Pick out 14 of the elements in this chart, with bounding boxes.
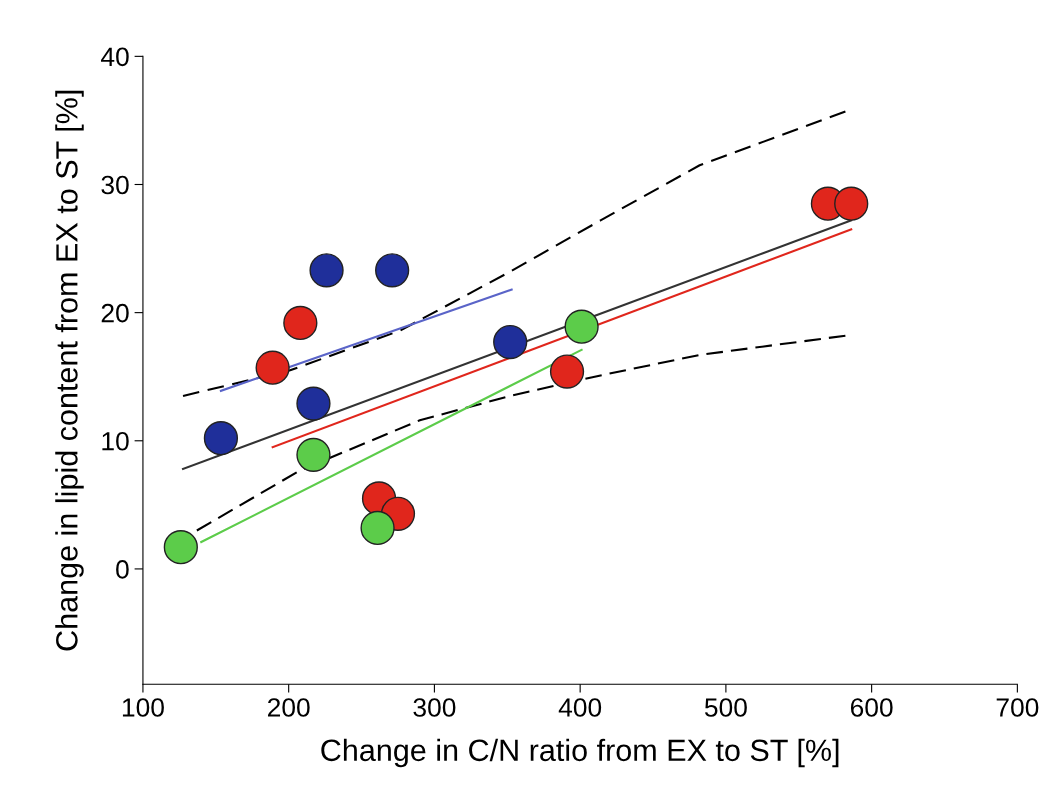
- x-tick-label: 300: [413, 698, 456, 717]
- y-tick-label: 20: [101, 303, 129, 323]
- y-tick-label: 0: [116, 560, 129, 579]
- y-tick-label: 10: [102, 431, 129, 451]
- x-tick-label: 500: [704, 698, 747, 717]
- y-axis-title: Change in lipid content from EX to ST [%]: [55, 90, 84, 651]
- x-tick-label: 200: [267, 698, 310, 717]
- y-tick-label: 30: [101, 175, 129, 195]
- x-tick-label: 400: [558, 698, 602, 717]
- x-axis-title: Change in C/N ratio from EX to ST [%]: [321, 738, 839, 768]
- x-tick-label: 700: [996, 698, 1039, 717]
- x-tick-label: 100: [122, 698, 164, 717]
- x-tick-label: 600: [850, 698, 893, 717]
- y-tick-label: 40: [101, 47, 129, 67]
